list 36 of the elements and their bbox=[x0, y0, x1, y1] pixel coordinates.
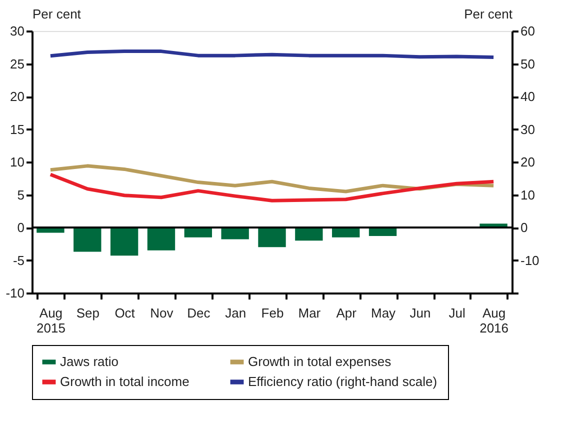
x-tick-label: Apr bbox=[336, 306, 358, 320]
y-axis-title: Per cent bbox=[32, 6, 82, 22]
y2-tick-label: 60 bbox=[520, 24, 535, 38]
y-tick-label: 25 bbox=[10, 56, 24, 72]
legend-label: Growth in total income bbox=[60, 374, 190, 389]
y2-tick-label: 50 bbox=[520, 56, 535, 72]
y-tick-label: -5 bbox=[12, 252, 24, 268]
x-tick-label: Oct bbox=[114, 306, 136, 320]
y2-tick-label: 0 bbox=[520, 220, 528, 235]
legend-label: Efficiency ratio (right-hand scale) bbox=[248, 374, 438, 389]
x-tick-label: May bbox=[370, 306, 396, 320]
x-tick-label: Aug 2016 bbox=[480, 306, 508, 336]
x-tick-label: Nov bbox=[150, 306, 174, 320]
x-tick-label: Aug 2015 bbox=[36, 306, 66, 336]
y-tick-label: 30 bbox=[10, 24, 24, 38]
legend-label: Growth in total expenses bbox=[248, 354, 392, 369]
x-tick-label: Jul bbox=[448, 306, 466, 320]
x-tick-label: Jan bbox=[225, 306, 246, 320]
y2-tick-label: -10 bbox=[520, 252, 540, 268]
y-tick-label: 5 bbox=[17, 187, 24, 202]
legend-label: Jaws ratio bbox=[60, 354, 119, 369]
y2-axis-title: Per cent bbox=[464, 6, 513, 22]
y2-tick-label: 10 bbox=[520, 187, 535, 202]
y2-tick-label: 40 bbox=[520, 89, 535, 104]
x-tick-label: Dec bbox=[187, 306, 211, 320]
y-tick-label: 0 bbox=[17, 220, 24, 235]
y2-tick-label: 30 bbox=[520, 122, 535, 137]
x-tick-label: Sep bbox=[76, 306, 100, 320]
y2-tick-label: 20 bbox=[520, 154, 535, 170]
y-tick-label: 10 bbox=[10, 154, 24, 170]
y-tick-label: 20 bbox=[10, 89, 24, 104]
y-tick-label: 15 bbox=[10, 122, 24, 137]
x-tick-label: Mar bbox=[298, 306, 322, 320]
x-tick-label: Jun bbox=[410, 306, 431, 320]
y-tick-label: -10 bbox=[6, 286, 24, 300]
x-tick-label: Feb bbox=[261, 306, 284, 320]
